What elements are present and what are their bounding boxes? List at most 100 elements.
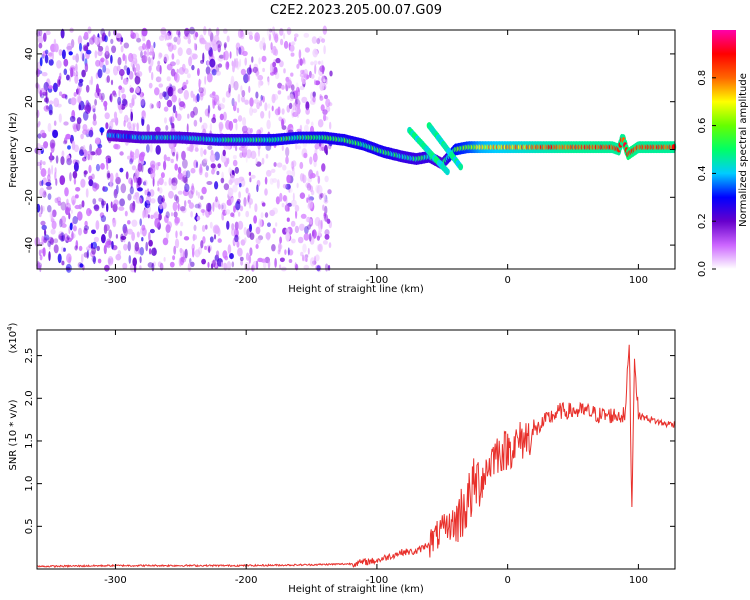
noise-blob bbox=[183, 89, 189, 100]
noise-blob bbox=[187, 34, 191, 39]
noise-blob bbox=[185, 170, 191, 179]
snr-y-axis-label: SNR (10 * v/v) bbox=[8, 399, 19, 470]
noise-blob bbox=[241, 95, 246, 103]
noise-blob bbox=[40, 87, 46, 95]
noise-blob bbox=[170, 212, 174, 217]
noise-blob bbox=[193, 42, 197, 51]
noise-blob bbox=[212, 259, 216, 268]
noise-blob bbox=[81, 200, 85, 208]
noise-blob bbox=[179, 256, 184, 266]
noise-blob bbox=[249, 128, 253, 134]
noise-blob bbox=[206, 60, 211, 66]
noise-blob bbox=[216, 27, 220, 37]
spectrogram-noise-field bbox=[34, 25, 333, 273]
noise-blob bbox=[43, 32, 47, 42]
noise-blob bbox=[309, 156, 313, 165]
noise-blob bbox=[296, 182, 299, 189]
noise-blob bbox=[125, 171, 129, 180]
noise-blob bbox=[310, 73, 315, 79]
noise-blob bbox=[148, 248, 152, 255]
noise-blob bbox=[51, 220, 57, 230]
noise-blob bbox=[123, 114, 129, 123]
noise-blob bbox=[120, 37, 124, 43]
noise-blob bbox=[211, 68, 217, 76]
noise-blob bbox=[260, 212, 264, 219]
noise-blob bbox=[63, 233, 69, 241]
noise-blob bbox=[131, 219, 138, 227]
noise-blob bbox=[47, 174, 51, 182]
noise-blob bbox=[60, 215, 67, 224]
noise-blob bbox=[55, 155, 59, 164]
noise-blob bbox=[140, 228, 143, 235]
noise-blob bbox=[73, 92, 77, 97]
noise-blob bbox=[326, 218, 331, 224]
noise-blob bbox=[321, 163, 326, 172]
noise-blob bbox=[117, 96, 122, 106]
noise-blob bbox=[295, 82, 299, 91]
noise-blob bbox=[302, 78, 306, 85]
noise-blob bbox=[153, 213, 158, 219]
noise-blob bbox=[204, 245, 207, 250]
noise-blob bbox=[318, 60, 321, 65]
noise-blob bbox=[316, 170, 319, 178]
noise-blob bbox=[267, 222, 271, 227]
noise-blob bbox=[62, 140, 68, 145]
noise-blob bbox=[177, 203, 180, 212]
noise-blob bbox=[248, 171, 252, 176]
noise-blob bbox=[147, 262, 154, 268]
noise-blob bbox=[231, 228, 237, 237]
noise-blob bbox=[87, 150, 91, 156]
noise-blob bbox=[201, 124, 205, 130]
noise-blob bbox=[183, 236, 190, 241]
noise-blob bbox=[184, 248, 188, 259]
noise-blob bbox=[304, 124, 309, 133]
noise-blob bbox=[258, 57, 261, 65]
noise-blob bbox=[181, 150, 186, 161]
noise-blob bbox=[229, 253, 234, 260]
y-tick-label: -40 bbox=[24, 237, 35, 253]
noise-blob bbox=[38, 212, 42, 218]
noise-blob bbox=[137, 162, 143, 172]
noise-blob bbox=[156, 101, 161, 109]
noise-blob bbox=[59, 91, 63, 96]
noise-blob bbox=[109, 93, 113, 103]
noise-blob bbox=[182, 159, 188, 169]
noise-blob bbox=[49, 210, 54, 220]
noise-blob bbox=[64, 187, 69, 197]
noise-blob bbox=[91, 247, 96, 255]
noise-blob bbox=[246, 149, 252, 159]
noise-blob bbox=[148, 231, 151, 242]
noise-blob bbox=[97, 258, 102, 264]
noise-blob bbox=[142, 36, 146, 42]
noise-blob bbox=[235, 200, 241, 211]
noise-blob bbox=[145, 241, 148, 252]
noise-blob bbox=[173, 211, 178, 218]
noise-blob bbox=[269, 63, 273, 74]
noise-blob bbox=[106, 202, 109, 213]
noise-blob bbox=[106, 164, 109, 170]
noise-blob bbox=[282, 195, 287, 202]
noise-blob bbox=[103, 244, 107, 254]
noise-blob bbox=[115, 234, 118, 239]
noise-blob bbox=[137, 176, 142, 186]
noise-blob bbox=[265, 153, 269, 159]
noise-blob bbox=[61, 223, 67, 228]
noise-blob bbox=[127, 228, 133, 235]
noise-blob bbox=[267, 259, 271, 269]
noise-blob bbox=[189, 142, 194, 153]
noise-blob bbox=[80, 178, 86, 188]
noise-blob bbox=[91, 105, 96, 112]
noise-blob bbox=[244, 57, 247, 66]
noise-blob bbox=[316, 265, 321, 272]
noise-blob bbox=[209, 58, 216, 68]
noise-blob bbox=[248, 198, 253, 205]
noise-blob bbox=[51, 51, 55, 60]
noise-blob bbox=[112, 90, 117, 96]
noise-blob bbox=[220, 202, 227, 212]
noise-blob bbox=[296, 63, 300, 69]
noise-blob bbox=[307, 203, 313, 210]
noise-blob bbox=[229, 51, 232, 59]
noise-blob bbox=[208, 245, 211, 254]
noise-blob bbox=[150, 198, 156, 204]
spectrogram-x-axis-label: Height of straight line (km) bbox=[288, 284, 424, 295]
